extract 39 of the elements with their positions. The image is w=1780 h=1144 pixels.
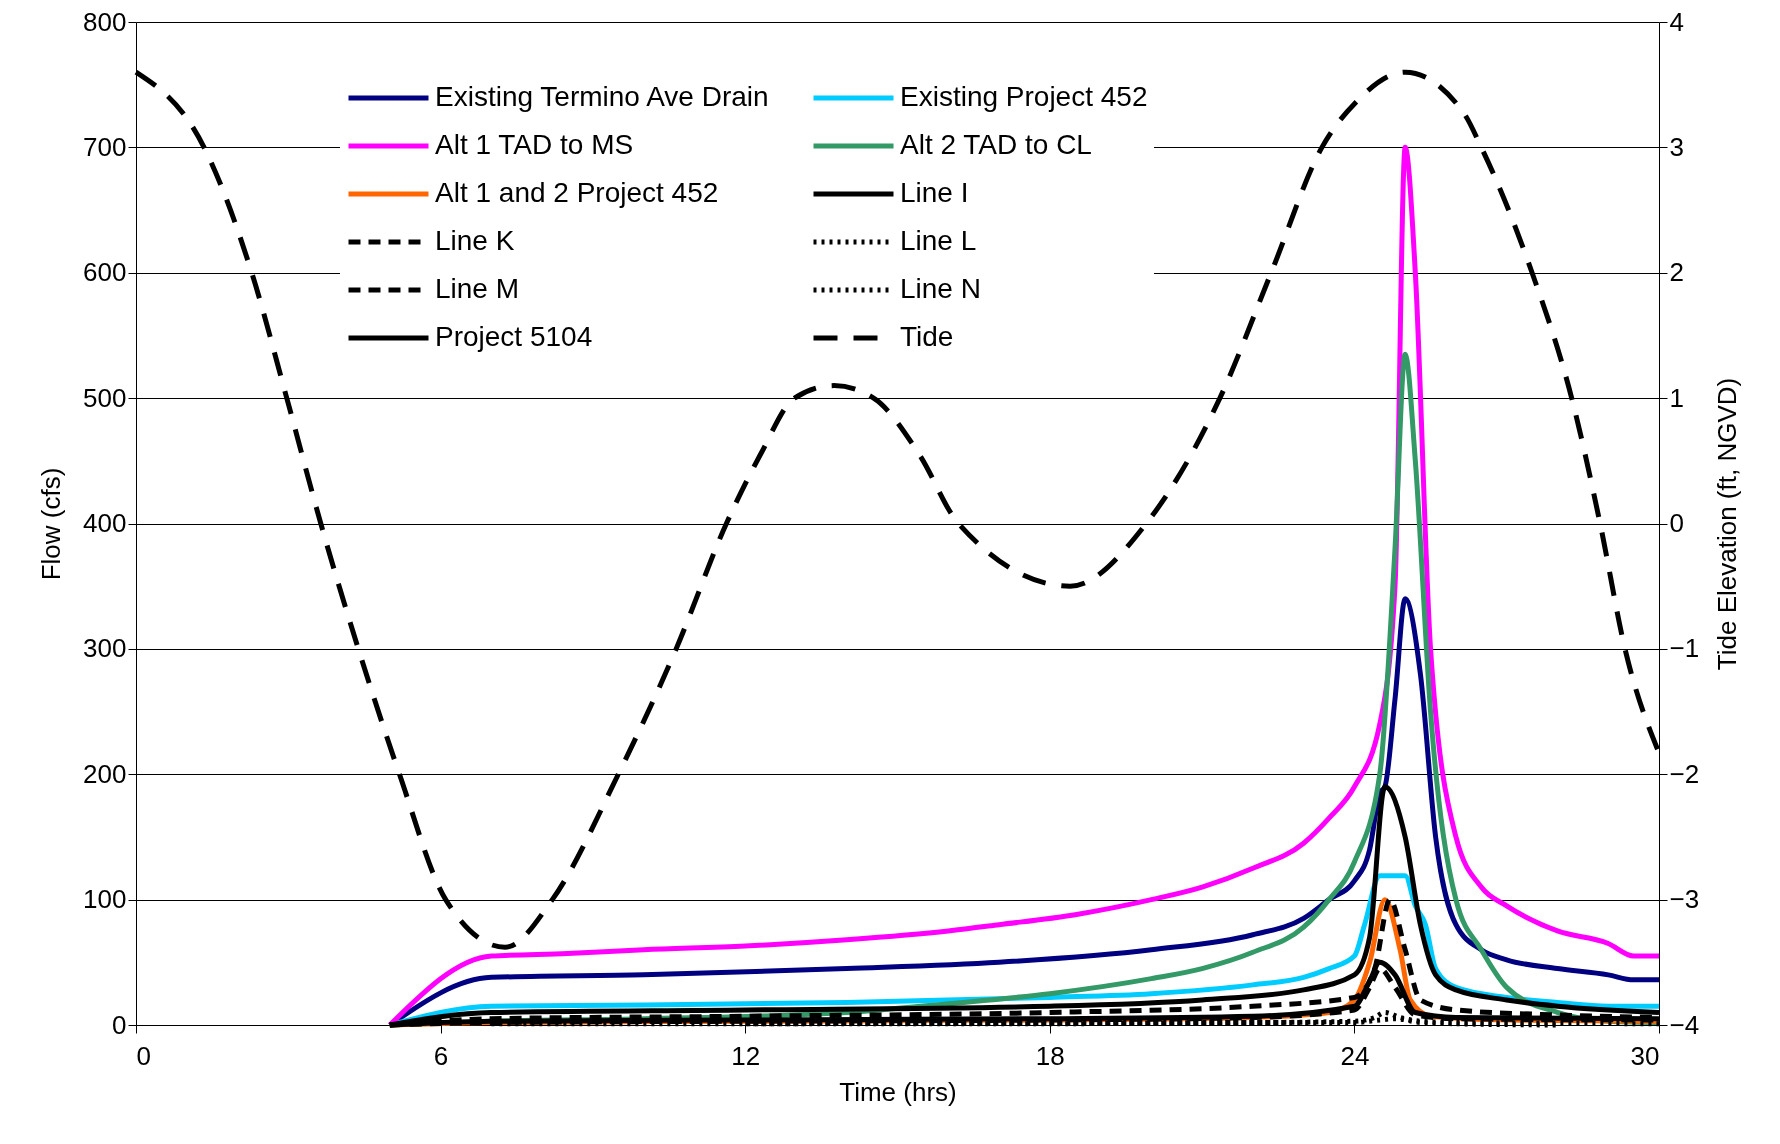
x-tick-label: 24 <box>1340 1040 1370 1071</box>
x-tick-label: 18 <box>1035 1040 1065 1071</box>
x-axis-title: Time (hrs) <box>839 1076 957 1107</box>
y-tick-label: 0 <box>112 1009 127 1040</box>
y2-tick-label: 2 <box>1669 257 1684 288</box>
y-tick-label: 500 <box>83 382 127 413</box>
legend-label: Existing Termino Ave Drain <box>435 81 769 112</box>
y2-tick-label: 4 <box>1669 6 1684 37</box>
y2-tick-label: 3 <box>1669 131 1684 162</box>
y-tick-label: 800 <box>83 6 127 37</box>
y2-tick-label: −4 <box>1669 1009 1700 1040</box>
x-tick-label: 6 <box>433 1040 449 1071</box>
y2-axis-title: Tide Elevation (ft, NGVD) <box>1712 377 1743 671</box>
y2-tick-label: −2 <box>1669 758 1700 789</box>
legend-label: Tide <box>900 321 954 352</box>
legend-label: Line M <box>435 273 520 304</box>
x-tick-label: 0 <box>136 1040 151 1071</box>
x-tick-label: 12 <box>731 1040 761 1071</box>
legend-label: Line I <box>900 177 969 208</box>
legend-label: Alt 1 and 2 Project 452 <box>435 177 719 208</box>
y2-tick-label: 0 <box>1669 508 1684 538</box>
legend-label: Line K <box>435 225 515 256</box>
y2-tick-label: −3 <box>1669 884 1700 915</box>
legend-label: Line L <box>900 225 977 256</box>
legend-label: Alt 2 TAD to CL <box>900 129 1092 160</box>
y-tick-label: 600 <box>83 257 127 288</box>
y-tick-label: 400 <box>83 508 127 538</box>
legend-label: Project 5104 <box>435 321 593 352</box>
y-tick-label: 100 <box>83 884 127 915</box>
legend-label: Line N <box>900 273 981 304</box>
legend-label: Alt 1 TAD to MS <box>435 129 634 160</box>
x-tick-label: 30 <box>1630 1040 1660 1071</box>
y2-tick-label: 1 <box>1669 382 1684 413</box>
y-tick-label: 300 <box>83 633 127 664</box>
y-tick-label: 200 <box>83 758 127 789</box>
y2-tick-label: −1 <box>1669 633 1700 664</box>
legend-label: Existing Project 452 <box>900 81 1148 112</box>
y-tick-label: 700 <box>83 131 127 162</box>
y-axis-title: Flow (cfs) <box>36 467 67 581</box>
